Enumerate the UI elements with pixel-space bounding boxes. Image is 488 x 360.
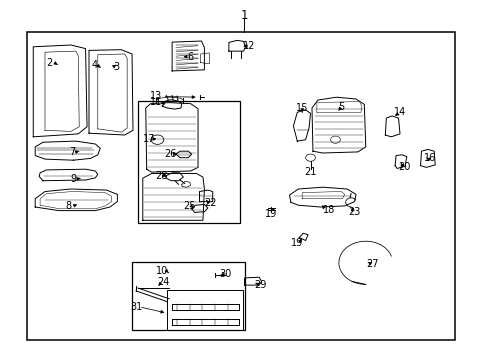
Text: 17: 17	[142, 134, 155, 144]
Bar	[132, 262, 244, 330]
Text: 24: 24	[157, 276, 170, 287]
Text: 26: 26	[163, 149, 176, 159]
Text: 13: 13	[150, 91, 163, 101]
Text: 31: 31	[129, 302, 142, 312]
Text: 11: 11	[150, 96, 163, 107]
Text: 14: 14	[393, 107, 406, 117]
Text: 10: 10	[156, 266, 168, 276]
Text: 12: 12	[243, 41, 255, 51]
Text: 22: 22	[203, 198, 216, 208]
Text: 1: 1	[240, 9, 248, 22]
Text: 28: 28	[155, 171, 167, 181]
Text: 20: 20	[398, 162, 410, 172]
Text: 7: 7	[69, 147, 75, 157]
Text: 30: 30	[219, 269, 232, 279]
Text: 16: 16	[423, 153, 436, 163]
Text: 9: 9	[70, 174, 76, 184]
Text: 29: 29	[253, 280, 266, 290]
Text: 21: 21	[304, 167, 316, 177]
Bar	[27, 32, 454, 340]
Text: 6: 6	[187, 51, 193, 62]
Text: 2: 2	[46, 58, 52, 68]
Text: 19: 19	[264, 209, 277, 219]
Text: 3: 3	[113, 62, 119, 72]
Text: 4: 4	[92, 60, 98, 70]
Bar	[138, 101, 239, 223]
Text: 5: 5	[338, 102, 344, 112]
Text: 19: 19	[290, 238, 303, 248]
Text: 23: 23	[347, 207, 360, 217]
Text: 25: 25	[183, 201, 196, 211]
Bar	[167, 290, 243, 330]
Text: 18: 18	[322, 204, 334, 215]
Text: 27: 27	[366, 258, 378, 269]
Text: 8: 8	[65, 201, 71, 211]
Text: 15: 15	[295, 103, 308, 113]
